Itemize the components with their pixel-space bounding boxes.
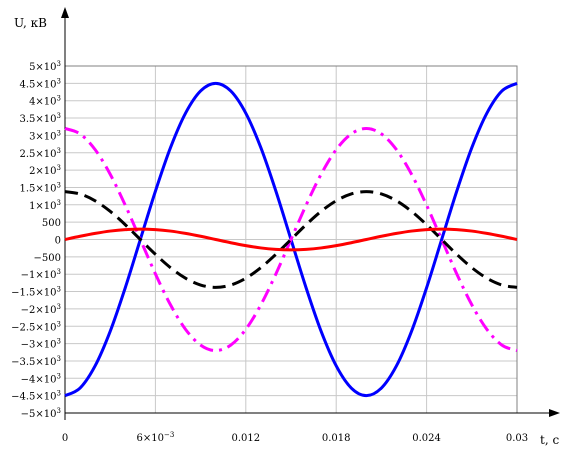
- x-tick-label-text: 6×10: [137, 433, 164, 444]
- y-tick-label: −2.5×103: [11, 320, 61, 333]
- y-tick-label-text: −3×10: [21, 340, 57, 351]
- y-tick-label-text: 2.5×10: [20, 149, 57, 160]
- y-tick-label-exponent: 3: [57, 77, 61, 85]
- y-tick-label-text: 2×10: [29, 166, 56, 177]
- y-tick-label: −3.5×103: [11, 355, 61, 368]
- y-tick-label: 4.5×103: [20, 77, 61, 90]
- y-tick-label-exponent: 3: [57, 303, 61, 311]
- y-tick-label-text: 3.5×10: [20, 114, 57, 125]
- x-axis-label: t, с: [540, 433, 559, 447]
- y-tick-label-text: −1.5×10: [11, 288, 56, 299]
- y-tick-label-exponent: 3: [57, 95, 61, 103]
- y-tick-label-exponent: 3: [57, 268, 61, 276]
- x-tick-label-text: 0.018: [322, 433, 351, 444]
- y-tick-label-exponent: 3: [57, 286, 61, 294]
- y-tick-label: −3×103: [21, 338, 61, 351]
- series-layer: [64, 81, 518, 398]
- y-tick-label-exponent: 3: [57, 390, 61, 398]
- y-tick-labels: 5×1034.5×1034×1033.5×1033×1032.5×1032×10…: [11, 60, 61, 420]
- axes: U, кВ t, с: [14, 7, 560, 447]
- x-tick-label: 0.024: [412, 433, 441, 444]
- x-tick-label: 0.03: [506, 433, 528, 444]
- x-tick-label: 6×10−3: [137, 431, 175, 444]
- y-tick-label: 2×103: [29, 164, 61, 177]
- y-tick-label: 1×103: [29, 199, 61, 212]
- y-tick-label: 3.5×103: [20, 112, 61, 125]
- y-tick-label-text: 5×10: [29, 62, 56, 73]
- y-tick-label-text: −2.5×10: [11, 322, 56, 333]
- y-tick-label-exponent: 3: [57, 338, 61, 346]
- y-tick-label: 1.5×103: [20, 181, 61, 194]
- y-tick-label-text: −4×10: [21, 374, 57, 385]
- y-tick-label-text: 3×10: [29, 131, 56, 142]
- y-tick-label-exponent: 3: [57, 181, 61, 189]
- y-axis-arrow: [61, 7, 69, 18]
- y-tick-label-text: 500: [42, 218, 61, 229]
- y-tick-label: 4×103: [29, 95, 61, 108]
- y-tick-label-text: −3.5×10: [11, 357, 56, 368]
- y-tick-label-exponent: 3: [57, 112, 61, 120]
- y-tick-label-text: −4.5×10: [11, 392, 56, 403]
- y-tick-label-exponent: 3: [57, 164, 61, 172]
- y-tick-label: −4.5×103: [11, 390, 61, 403]
- y-tick-label-text: 4.5×10: [20, 79, 57, 90]
- x-tick-label-text: 0.03: [506, 433, 528, 444]
- y-tick-label: 500: [42, 218, 61, 229]
- y-tick-label-exponent: 3: [57, 407, 61, 415]
- x-tick-label-exponent: −3: [164, 431, 174, 439]
- y-tick-label: −1×103: [21, 268, 61, 281]
- y-tick-label: 0: [55, 236, 61, 247]
- y-tick-label: −2×103: [21, 303, 61, 316]
- x-tick-label: 0: [62, 433, 68, 444]
- y-tick-label-text: 1×10: [29, 201, 56, 212]
- y-tick-label-exponent: 3: [57, 372, 61, 380]
- y-tick-label: 3×103: [29, 129, 61, 142]
- x-tick-label-text: 0.012: [231, 433, 260, 444]
- x-tick-label: 0.018: [322, 433, 351, 444]
- y-tick-label-exponent: 3: [57, 199, 61, 207]
- y-axis-label: U, кВ: [14, 16, 47, 30]
- y-tick-label: 5×103: [29, 60, 61, 73]
- x-tick-labels: 0 6×10−3 0.012 0.018 0.024 0.03: [62, 431, 528, 444]
- y-tick-label-exponent: 3: [57, 147, 61, 155]
- y-tick-label-text: −5×10: [21, 409, 57, 420]
- y-tick-label: −500: [34, 253, 61, 264]
- y-tick-label-text: −2×10: [21, 305, 57, 316]
- y-tick-label-exponent: 3: [57, 60, 61, 68]
- y-tick-label-text: −500: [34, 253, 61, 264]
- series-line-2: [64, 190, 518, 289]
- x-axis-arrow: [549, 409, 560, 417]
- y-tick-label-exponent: 3: [57, 129, 61, 137]
- y-tick-label-text: −1×10: [21, 270, 57, 281]
- x-tick-label-text: 0.024: [412, 433, 441, 444]
- y-tick-label-text: 4×10: [29, 97, 56, 108]
- x-tick-label-text: 0: [62, 433, 68, 444]
- y-tick-label-exponent: 3: [57, 355, 61, 363]
- x-tick-label: 0.012: [231, 433, 260, 444]
- y-tick-label: 2.5×103: [20, 147, 61, 160]
- y-tick-label: −5×103: [21, 407, 61, 420]
- y-tick-label: −1.5×103: [11, 286, 61, 299]
- y-tick-label-exponent: 3: [57, 320, 61, 328]
- y-tick-label-text: 1.5×10: [20, 183, 57, 194]
- series-line-3: [64, 227, 518, 252]
- y-tick-label-text: 0: [55, 236, 61, 247]
- grid-layer: [64, 65, 518, 414]
- y-tick-label: −4×103: [21, 372, 61, 385]
